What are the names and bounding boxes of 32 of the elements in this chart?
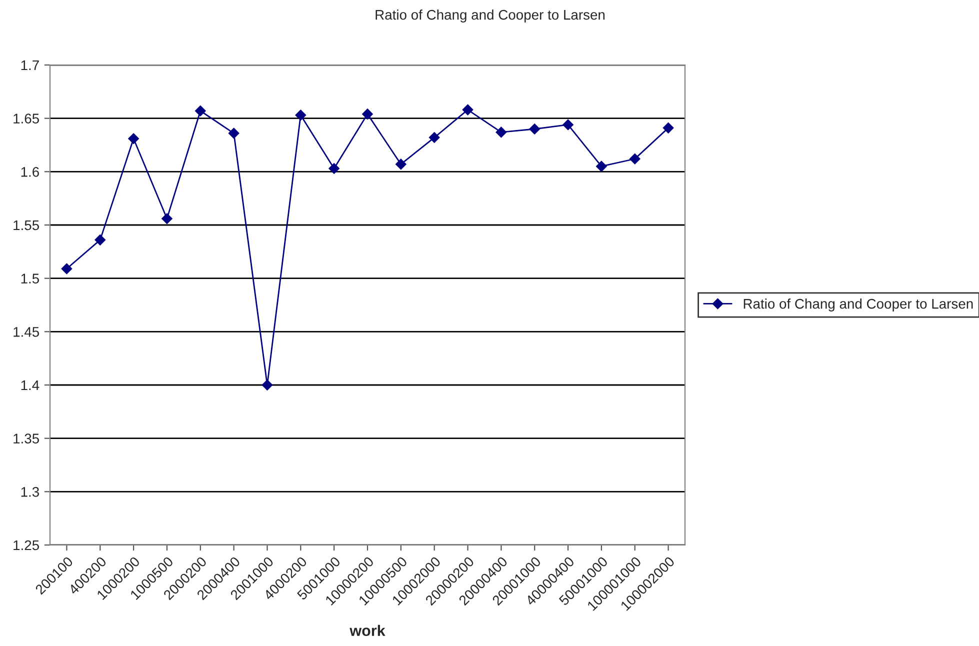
point	[562, 119, 574, 130]
point	[428, 132, 440, 143]
y-tick-label: 1.3	[21, 487, 39, 497]
point	[629, 153, 640, 164]
x-axis-title: work	[350, 624, 386, 636]
point	[328, 163, 340, 174]
legend-label: Ratio of Chang and Cooper to Larsen	[744, 298, 973, 312]
y-tick-label: 1.45	[14, 327, 40, 337]
point	[529, 124, 540, 134]
y-tick-label: 1.25	[14, 540, 40, 550]
point	[162, 213, 172, 224]
point	[362, 108, 373, 120]
point	[496, 126, 507, 138]
point	[462, 104, 474, 116]
point	[128, 133, 139, 144]
point	[662, 122, 674, 134]
point	[228, 128, 240, 139]
y-tick-label: 1.7	[21, 60, 39, 70]
point	[596, 160, 607, 172]
chart-title: Ratio of Chang and Cooper to Larsen	[376, 10, 605, 22]
y-tick-label: 1.35	[14, 434, 40, 444]
y-tick-label: 1.6	[21, 167, 39, 177]
y-tick-label: 1.5	[21, 274, 40, 284]
y-tick-label: 1.55	[14, 220, 40, 230]
point	[94, 234, 106, 246]
point	[395, 158, 406, 170]
point	[61, 263, 72, 274]
point	[295, 110, 306, 121]
point	[194, 105, 206, 116]
point	[262, 380, 273, 390]
y-tick-label: 1.65	[14, 114, 40, 124]
y-tick-label: 1.4	[21, 380, 40, 390]
